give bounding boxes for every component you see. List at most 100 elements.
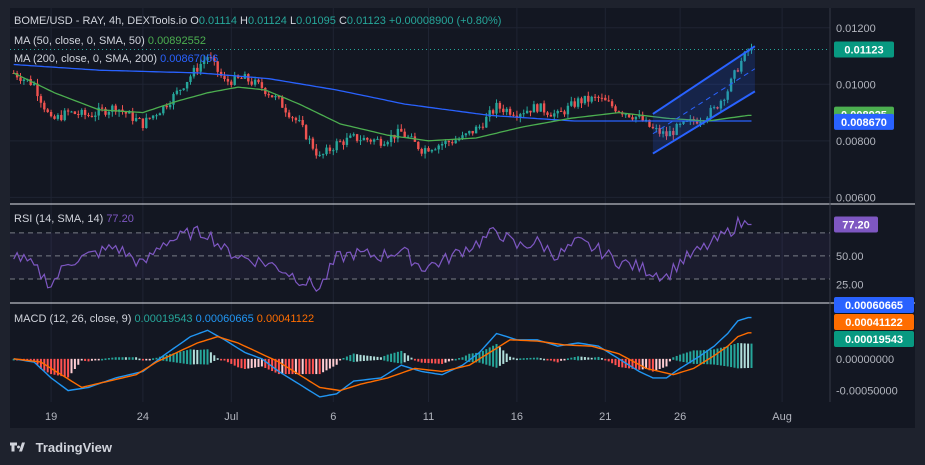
macd-histogram-bar: [505, 353, 508, 363]
macd-histogram-bar: [441, 358, 444, 364]
macd-histogram-bar: [723, 346, 726, 366]
macd-histogram-bar: [26, 358, 29, 361]
macd-histogram-bar: [107, 358, 110, 360]
legend-rsi-label: RSI (14, SMA, 14): [14, 213, 106, 225]
candle-body: [638, 114, 641, 117]
candle-body: [32, 83, 36, 86]
candle-body: [573, 101, 576, 107]
candle-body: [668, 131, 672, 137]
candle-body: [726, 91, 729, 100]
candle-body: [104, 108, 107, 115]
candle-body: [383, 144, 386, 146]
tradingview-logo[interactable]: TradingView: [10, 440, 112, 455]
candle-body: [566, 105, 570, 115]
candle-body: [695, 121, 699, 124]
macd-histogram-bar: [172, 353, 175, 363]
macd-histogram-bar: [651, 358, 654, 372]
macd-histogram-bar: [655, 358, 658, 371]
macd-histogram-bar: [417, 358, 420, 362]
candle-body: [107, 111, 111, 115]
macd-histogram-bar: [747, 343, 750, 368]
candle-body: [131, 111, 134, 121]
ma50-line: [13, 72, 752, 142]
legend-rsi: RSI (14, SMA, 14) 77.20: [14, 213, 134, 225]
candle-body: [260, 82, 264, 88]
macd-histogram-bar: [597, 356, 600, 360]
macd-histogram-bar: [451, 358, 454, 361]
time-tick-label: 6: [330, 411, 336, 423]
macd-histogram-bar: [502, 350, 505, 364]
legend-ohlc-line: BOME/USD - RAY, 4h, DEXTools.io O0.01114…: [14, 15, 501, 27]
rsi-tick-label: 50.00: [836, 251, 864, 263]
macd-histogram-bar: [488, 347, 491, 366]
candle-body: [46, 109, 49, 112]
time-tick-label: 16: [511, 411, 523, 423]
candle-body: [19, 77, 22, 81]
candle-body: [73, 111, 77, 114]
macd-histogram-bar: [553, 358, 556, 362]
time-tick-label: 19: [45, 411, 57, 423]
candle-body: [491, 110, 495, 114]
macd-histogram-bar: [577, 356, 580, 361]
candle-body: [406, 136, 410, 138]
macd-histogram-bar: [413, 358, 416, 361]
candle-body: [213, 58, 216, 62]
macd-histogram-bar: [53, 358, 56, 375]
candle-body: [335, 141, 338, 151]
candle-body: [352, 134, 355, 136]
macd-histogram-bar: [369, 356, 372, 361]
macd-histogram-bar: [665, 358, 668, 367]
macd-histogram-bar: [345, 356, 348, 361]
candle-body: [519, 114, 522, 118]
macd-histogram-bar: [135, 357, 138, 360]
candle-body: [403, 131, 406, 138]
candle-body: [709, 107, 712, 118]
candle-body: [284, 107, 287, 113]
candle-body: [570, 101, 573, 106]
candle-body: [114, 105, 117, 112]
macd-histogram-bar: [97, 358, 100, 361]
macd-histogram-bar: [407, 355, 410, 361]
macd-histogram-bar: [233, 358, 236, 366]
macd-histogram-bar: [226, 358, 229, 363]
candle-body: [512, 114, 515, 116]
candle-body: [430, 150, 434, 152]
macd-histogram-bar: [437, 358, 440, 364]
channel-mid-line: [652, 68, 756, 135]
macd-histogram-bar: [223, 358, 226, 361]
legend-open: 0.01114: [199, 15, 240, 27]
candle-body: [80, 109, 83, 115]
macd-histogram-bar: [614, 358, 617, 366]
macd-histogram-bar: [271, 358, 274, 372]
macd-histogram-bar: [685, 352, 688, 363]
candle-body: [461, 135, 464, 139]
candle-body: [349, 135, 352, 138]
candle-body: [168, 104, 172, 108]
candle-body: [36, 83, 39, 97]
macd-histogram-bar: [288, 358, 291, 375]
macd-histogram-bar: [713, 349, 716, 365]
candle-body: [162, 105, 165, 114]
candle-body: [281, 97, 284, 108]
time-tick-label: 26: [674, 411, 686, 423]
macd-histogram-bar: [80, 358, 83, 361]
candle-body: [321, 154, 325, 156]
badge-rsi: 77.20: [842, 220, 870, 232]
macd-histogram-bar: [311, 358, 314, 375]
candle-body: [192, 67, 196, 77]
candle-body: [301, 120, 304, 126]
candle-body: [529, 110, 532, 113]
candle-body: [369, 139, 372, 142]
macd-histogram-bar: [464, 355, 467, 361]
candle-body: [420, 148, 423, 154]
candle-body: [172, 93, 175, 105]
candle-body: [400, 128, 403, 132]
candle-body: [532, 104, 536, 113]
macd-histogram-bar: [587, 357, 590, 360]
macd-histogram-bar: [539, 358, 542, 360]
candle-body: [342, 141, 345, 145]
macd-histogram-bar: [400, 350, 403, 364]
macd-histogram-bar: [291, 358, 294, 375]
candle-body: [614, 106, 617, 112]
